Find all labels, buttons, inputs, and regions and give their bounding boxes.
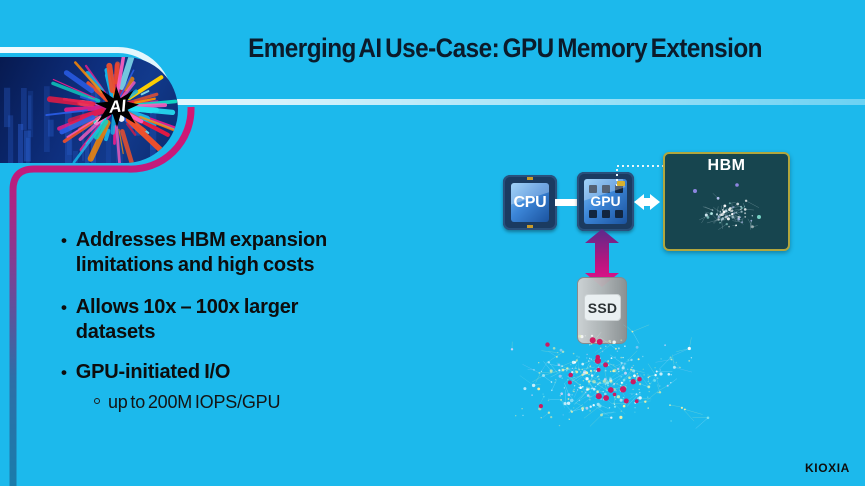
cpu-gpu-connector: [555, 199, 579, 206]
gpu-die: [601, 185, 610, 193]
sub-bullet-circle: [94, 398, 100, 404]
hbm-box: HBM: [663, 152, 790, 251]
gpu-die: [588, 210, 597, 218]
gpu-chip-face: GPU: [584, 179, 627, 224]
ssd-drive: SSD: [577, 277, 627, 344]
bullet-gpu-initiated-io: • GPU-initiated I/O: [61, 360, 230, 385]
gpu-die: [588, 185, 597, 193]
hbm-label: HBM: [707, 157, 746, 174]
kioxia-logo: KIOXIA: [805, 461, 850, 475]
bullet-text: Allows 10x – 100x larger datasets: [75, 296, 299, 343]
page-title: Emerging AI Use-Case: GPU Memory Extensi…: [248, 33, 762, 63]
cpu-chip: CPU: [503, 175, 557, 230]
bullet-dot: •: [61, 231, 67, 250]
cpu-pin: [527, 225, 533, 228]
gpu-die: [601, 210, 610, 218]
gpu-chip: GPU: [577, 172, 634, 231]
bullet-larger-datasets: • Allows 10x – 100x larger datasets: [61, 295, 298, 345]
bullet-hbm-expansion: • Addresses HBM expansion limitations an…: [61, 228, 327, 278]
gpu-hbm-dotted-link: [616, 165, 668, 186]
gpu-chip-label: GPU: [590, 193, 621, 209]
gpu-die: [614, 210, 623, 218]
hbm-network-graph: [693, 183, 761, 230]
gpu-hbm-double-arrow-icon: [634, 194, 660, 210]
bullet-dot: •: [61, 298, 67, 317]
gpu-ssd-double-arrow-icon: [585, 229, 619, 287]
bullet-text: Addresses HBM expansion limitations and …: [75, 229, 328, 276]
dataset-point-cloud: [510, 324, 710, 429]
ai-hero-image: AI: [0, 57, 178, 163]
sub-bullet-text: up to 200M IOPS/GPU: [108, 392, 281, 412]
ssd-label: SSD: [584, 294, 621, 321]
gpu-die-row: [588, 210, 623, 218]
bullet-text: GPU-initiated I/O: [75, 361, 231, 383]
cpu-pin: [527, 177, 533, 180]
ai-streaks-graphic: [4, 57, 178, 163]
ai-label: AI: [107, 95, 127, 117]
sub-bullet-iops: up to 200M IOPS/GPU: [94, 391, 280, 413]
bullet-list: • Addresses HBM expansion limitations an…: [61, 228, 391, 428]
cpu-chip-label: CPU: [511, 183, 549, 222]
gpu-gold-detail: [617, 181, 625, 186]
bullet-dot: •: [61, 363, 67, 382]
